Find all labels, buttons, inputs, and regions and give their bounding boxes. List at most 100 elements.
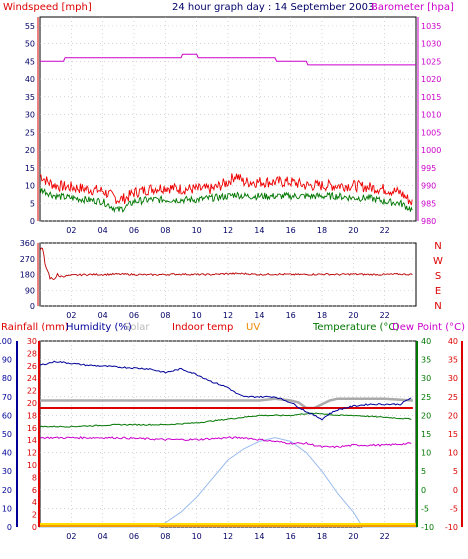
rainfall-tick-label: 26 [27, 362, 37, 371]
rainfall-tick-label: 18 [27, 411, 37, 420]
temperature-tick-label: 15 [421, 430, 431, 439]
dewpoint-tick-label: 20 [448, 411, 458, 420]
barometer-tick-label: 980 [421, 217, 436, 226]
x-tick-label: 04 [98, 311, 108, 320]
rainfall-tick-label: 8 [32, 473, 37, 482]
windspeed-tick-label: 40 [25, 75, 35, 84]
dewpoint-tick-label: 10 [448, 449, 458, 458]
dewpoint-tick-label: -5 [450, 504, 458, 513]
x-tick-label: 16 [286, 311, 296, 320]
humidity-tick-label: 30 [2, 467, 12, 476]
humidity-line [39, 360, 412, 421]
barometer-tick-label: 1010 [421, 111, 441, 120]
direction-degree-label: 180 [20, 271, 35, 280]
humidity-tick-label: 70 [2, 393, 12, 402]
windspeed-average-line [39, 187, 413, 214]
rainfall-tick-label: 28 [27, 349, 37, 358]
rainfall-tick-label: 16 [27, 424, 37, 433]
legend-humidity: Humidity (%) [66, 322, 132, 333]
temperature-tick-label: 0 [421, 486, 426, 495]
barometer-tick-label: 1005 [421, 128, 441, 137]
humidity-tick-label: 10 [2, 504, 12, 513]
x-tick-label: 14 [254, 532, 264, 541]
x-tick-label: 12 [223, 311, 233, 320]
barometer-tick-label: 1000 [421, 146, 441, 155]
x-tick-label: 12 [223, 532, 233, 541]
x-tick-label: 14 [254, 226, 264, 235]
rainfall-tick-label: 20 [27, 399, 37, 408]
rainfall-tick-label: 24 [27, 374, 37, 383]
x-tick-label: 18 [317, 226, 327, 235]
dewpoint-tick-label: 35 [448, 356, 458, 365]
windspeed-tick-label: 50 [25, 40, 35, 49]
x-tick-label: 16 [286, 226, 296, 235]
temperature-tick-label: 40 [421, 337, 431, 346]
windspeed-tick-label: 25 [25, 128, 35, 137]
windspeed-gust-line [40, 173, 413, 206]
x-tick-label: 08 [160, 311, 170, 320]
humidity-tick-label: 100 [0, 337, 12, 346]
barometer-tick-label: 985 [421, 199, 436, 208]
x-tick-label: 20 [348, 311, 358, 320]
rainfall-bar [40, 523, 416, 527]
windspeed-axis-title: Windspeed [mph] [3, 2, 92, 13]
compass-direction-label: N [434, 241, 441, 252]
x-tick-label: 04 [98, 226, 108, 235]
indoor-temp-line [40, 397, 413, 410]
rainfall-tick-label: 6 [32, 486, 37, 495]
rainfall-tick-label: 2 [32, 511, 37, 520]
windspeed-tick-label: 55 [25, 22, 35, 31]
x-tick-label: 12 [223, 226, 233, 235]
humidity-tick-label: 20 [2, 486, 12, 495]
dewpoint-tick-label: -10 [445, 523, 458, 532]
rainfall-tick-label: 30 [27, 337, 37, 346]
dewpoint-tick-label: 5 [453, 467, 458, 476]
humidity-tick-label: 80 [2, 374, 12, 383]
compass-direction-label: N [434, 301, 441, 312]
humidity-tick-label: 60 [2, 411, 12, 420]
temperature-tick-label: 20 [421, 411, 431, 420]
compass-direction-label: E [435, 286, 441, 297]
legend-uv: UV [246, 322, 260, 333]
legend-temperature: Temperature (°C) [312, 322, 399, 333]
rainfall-tick-label: 0 [32, 523, 37, 532]
windspeed-tick-label: 30 [25, 111, 35, 120]
x-tick-label: 18 [317, 311, 327, 320]
temperature-tick-label: -10 [421, 523, 434, 532]
windspeed-tick-label: 10 [25, 182, 35, 191]
x-tick-label: 06 [129, 226, 139, 235]
dewpoint-tick-label: 15 [448, 430, 458, 439]
x-tick-label: 10 [192, 532, 202, 541]
x-tick-label: 14 [254, 311, 264, 320]
temperature-tick-label: 10 [421, 449, 431, 458]
x-tick-label: 18 [317, 532, 327, 541]
x-tick-label: 22 [380, 226, 390, 235]
windspeed-tick-label: 15 [25, 164, 35, 173]
barometer-tick-label: 990 [421, 182, 436, 191]
legend-dewpoint: Dew Point (°C) [392, 322, 465, 333]
barometer-line [40, 53, 416, 66]
humidity-tick-label: 90 [2, 356, 12, 365]
x-tick-label: 22 [380, 311, 390, 320]
barometer-axis-title: Barometer [hpa] [371, 2, 454, 13]
temperature-tick-label: 25 [421, 393, 431, 402]
x-tick-label: 02 [66, 532, 76, 541]
temperature-tick-label: -5 [421, 504, 429, 513]
rainfall-tick-label: 12 [27, 449, 37, 458]
x-tick-label: 20 [348, 532, 358, 541]
barometer-tick-label: 1020 [421, 75, 441, 84]
temperature-tick-label: 30 [421, 374, 431, 383]
windspeed-tick-label: 45 [25, 57, 35, 66]
x-tick-label: 08 [160, 226, 170, 235]
x-tick-label: 22 [380, 532, 390, 541]
humidity-tick-label: 40 [2, 449, 12, 458]
rainfall-tick-label: 14 [27, 436, 37, 445]
barometer-tick-label: 1030 [421, 40, 441, 49]
humidity-tick-label: 0 [7, 523, 12, 532]
legend-indoor-temp: Indoor temp [172, 322, 233, 333]
direction-degree-label: 360 [20, 239, 35, 248]
windspeed-tick-label: 20 [25, 146, 35, 155]
wind-direction-line [39, 247, 413, 281]
